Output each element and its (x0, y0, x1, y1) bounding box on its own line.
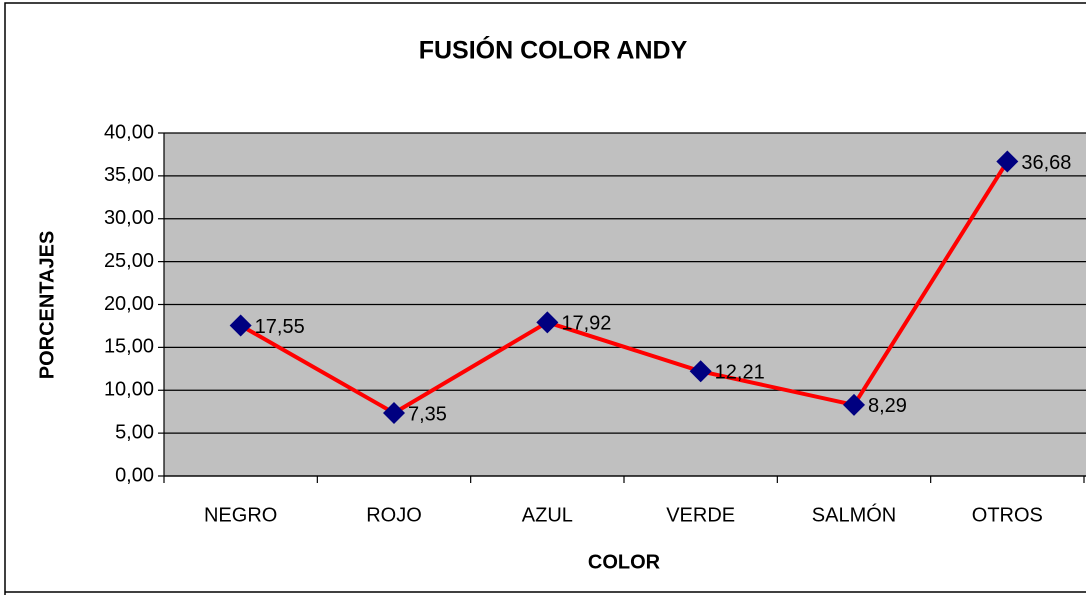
data-line (239, 160, 1010, 415)
data-point (689, 360, 712, 383)
y-tick-label: 10,00 (104, 379, 154, 401)
y-tick-label: 0,00 (115, 464, 154, 486)
data-point (996, 150, 1019, 173)
x-tick-label: NEGRO (204, 504, 277, 526)
x-tick-label: AZUL (522, 504, 573, 526)
data-label: 17,55 (255, 316, 305, 338)
data-label: 8,29 (868, 395, 907, 417)
data-point (229, 314, 252, 337)
data-point (383, 401, 405, 424)
data-point (843, 393, 865, 416)
x-tick-label: VERDE (666, 504, 735, 526)
x-axis-label: COLOR (588, 551, 661, 573)
y-axis-label: PORCENTAJES (36, 231, 58, 380)
data-label: 17,92 (561, 313, 611, 335)
chart-border (4, 2, 1086, 595)
x-tick-label: ROJO (366, 504, 422, 526)
y-tick-label: 30,00 (104, 207, 154, 229)
x-tick-label: SALMÓN (812, 503, 896, 526)
y-tick-label: 5,00 (115, 421, 154, 443)
data-point (536, 311, 559, 334)
y-tick-label: 25,00 (104, 250, 154, 272)
data-label: 36,68 (1021, 152, 1071, 174)
data-label: 12,21 (715, 362, 765, 384)
y-tick-label: 20,00 (104, 293, 154, 315)
data-label: 7,35 (408, 403, 447, 425)
x-tick-label: OTROS (972, 504, 1043, 526)
y-tick-label: 15,00 (104, 336, 154, 358)
chart-title: FUSIÓN COLOR ANDY (419, 35, 688, 65)
y-tick-label: 40,00 (104, 121, 154, 143)
y-tick-label: 35,00 (104, 164, 154, 186)
